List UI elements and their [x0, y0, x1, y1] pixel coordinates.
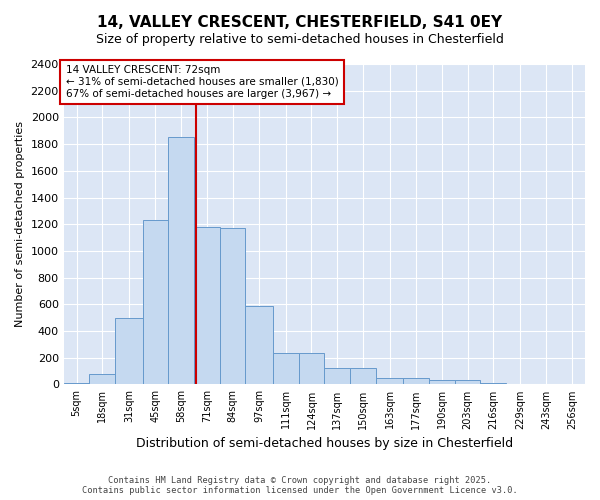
Bar [429, 380, 455, 384]
Bar [115, 318, 143, 384]
Bar [64, 383, 89, 384]
Bar [143, 220, 169, 384]
Bar [89, 374, 115, 384]
Text: Size of property relative to semi-detached houses in Chesterfield: Size of property relative to semi-detach… [96, 32, 504, 46]
Bar [194, 227, 220, 384]
Bar [220, 228, 245, 384]
Bar [273, 353, 299, 384]
Text: 14 VALLEY CRESCENT: 72sqm
← 31% of semi-detached houses are smaller (1,830)
67% : 14 VALLEY CRESCENT: 72sqm ← 31% of semi-… [65, 66, 338, 98]
Bar [245, 306, 273, 384]
Bar [169, 138, 194, 384]
X-axis label: Distribution of semi-detached houses by size in Chesterfield: Distribution of semi-detached houses by … [136, 437, 513, 450]
Bar [455, 380, 481, 384]
Bar [376, 378, 403, 384]
Bar [299, 353, 325, 384]
Bar [403, 378, 429, 384]
Bar [325, 368, 350, 384]
Text: Contains HM Land Registry data © Crown copyright and database right 2025.
Contai: Contains HM Land Registry data © Crown c… [82, 476, 518, 495]
Text: 14, VALLEY CRESCENT, CHESTERFIELD, S41 0EY: 14, VALLEY CRESCENT, CHESTERFIELD, S41 0… [97, 15, 503, 30]
Bar [350, 368, 376, 384]
Bar [481, 383, 506, 384]
Y-axis label: Number of semi-detached properties: Number of semi-detached properties [15, 121, 25, 327]
